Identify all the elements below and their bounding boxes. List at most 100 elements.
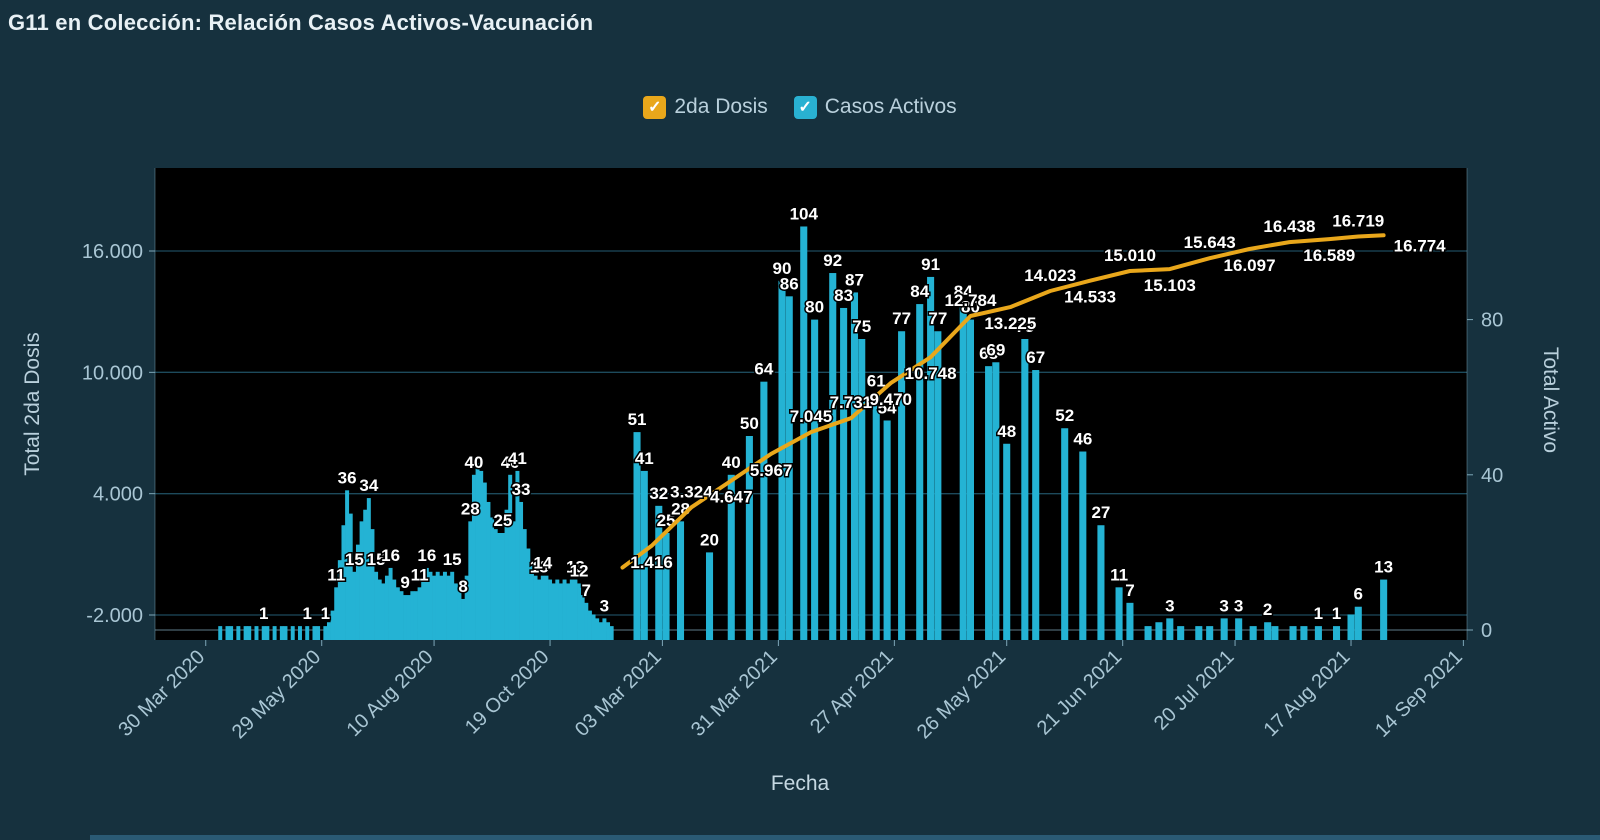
bar-casos-activos[interactable] bbox=[829, 273, 837, 640]
bar-casos-activos[interactable] bbox=[457, 591, 462, 640]
bar-casos-activos[interactable] bbox=[1206, 626, 1214, 640]
bar-casos-activos[interactable] bbox=[640, 470, 648, 640]
bar-casos-activos[interactable] bbox=[370, 529, 375, 640]
bar-casos-activos[interactable] bbox=[388, 567, 393, 640]
bar-casos-activos[interactable] bbox=[243, 626, 248, 640]
bar-casos-activos[interactable] bbox=[283, 626, 288, 640]
legend-checkbox[interactable]: ✓ bbox=[793, 95, 817, 119]
bar-casos-activos[interactable] bbox=[840, 307, 848, 640]
bar-casos-activos[interactable] bbox=[410, 591, 415, 640]
bar-casos-activos[interactable] bbox=[811, 319, 819, 640]
bar-casos-activos[interactable] bbox=[453, 583, 458, 640]
bar-casos-activos[interactable] bbox=[598, 622, 603, 640]
legend-item-2da-dosis[interactable]: ✓ 2da Dosis bbox=[643, 95, 768, 119]
bar-casos-activos[interactable] bbox=[272, 626, 277, 640]
bar-casos-activos[interactable] bbox=[471, 474, 476, 640]
bar-casos-activos[interactable] bbox=[229, 626, 234, 640]
bar-casos-activos[interactable] bbox=[1380, 579, 1388, 640]
bar-casos-activos[interactable] bbox=[428, 571, 433, 640]
bar-casos-activos[interactable] bbox=[540, 575, 545, 640]
bar-casos-activos[interactable] bbox=[464, 575, 469, 640]
bar-casos-activos[interactable] bbox=[1115, 587, 1123, 640]
bar-casos-activos[interactable] bbox=[569, 579, 574, 640]
bar-casos-activos[interactable] bbox=[417, 587, 422, 640]
bar-casos-activos[interactable] bbox=[676, 521, 685, 640]
data-zoom-scrollbar[interactable] bbox=[90, 835, 1600, 840]
bar-casos-activos[interactable] bbox=[330, 610, 335, 640]
bar-casos-activos[interactable] bbox=[1314, 626, 1322, 640]
bar-casos-activos[interactable] bbox=[1003, 443, 1011, 640]
bar-casos-activos[interactable] bbox=[1079, 451, 1087, 640]
bar-casos-activos[interactable] bbox=[566, 583, 571, 640]
bar-casos-activos[interactable] bbox=[858, 339, 866, 640]
bar-casos-activos[interactable] bbox=[254, 626, 259, 640]
bar-casos-activos[interactable] bbox=[1271, 626, 1279, 640]
bar-casos-activos[interactable] bbox=[544, 575, 549, 640]
bar-casos-activos[interactable] bbox=[490, 517, 495, 640]
bar-casos-activos[interactable] bbox=[785, 296, 793, 640]
bar-casos-activos[interactable] bbox=[439, 575, 444, 640]
bar-casos-activos[interactable] bbox=[992, 362, 1000, 640]
bar-casos-activos[interactable] bbox=[595, 618, 600, 640]
bar-casos-activos[interactable] bbox=[305, 626, 310, 640]
bar-casos-activos[interactable] bbox=[1166, 618, 1174, 640]
bar-casos-activos[interactable] bbox=[355, 544, 360, 640]
bar-casos-activos[interactable] bbox=[450, 571, 455, 640]
bar-casos-activos[interactable] bbox=[526, 548, 531, 640]
line-2da-dosis[interactable] bbox=[620, 233, 1386, 570]
bar-casos-activos[interactable] bbox=[432, 575, 437, 640]
bar-casos-activos[interactable] bbox=[413, 591, 418, 640]
bar-casos-activos[interactable] bbox=[345, 490, 350, 640]
bar-casos-activos[interactable] bbox=[392, 579, 397, 640]
bar-casos-activos[interactable] bbox=[374, 571, 379, 640]
bar-casos-activos[interactable] bbox=[334, 587, 339, 640]
legend-item-casos-activos[interactable]: ✓ Casos Activos bbox=[793, 95, 957, 119]
bar-casos-activos[interactable] bbox=[486, 501, 491, 640]
bar-casos-activos[interactable] bbox=[609, 626, 614, 640]
bar-casos-activos[interactable] bbox=[760, 381, 768, 640]
bar-casos-activos[interactable] bbox=[959, 304, 967, 640]
bar-casos-activos[interactable] bbox=[297, 626, 302, 640]
bar-casos-activos[interactable] bbox=[247, 626, 252, 640]
bar-casos-activos[interactable] bbox=[580, 595, 585, 640]
bar-casos-activos[interactable] bbox=[533, 575, 538, 640]
bar-casos-activos[interactable] bbox=[1144, 626, 1152, 640]
bar-casos-activos[interactable] bbox=[850, 292, 859, 640]
bar-casos-activos[interactable] bbox=[727, 474, 735, 640]
bar-casos-activos[interactable] bbox=[236, 626, 241, 640]
bar-casos-activos[interactable] bbox=[381, 583, 386, 640]
bar-casos-activos[interactable] bbox=[1195, 626, 1203, 640]
bar-casos-activos[interactable] bbox=[1249, 626, 1257, 640]
bar-casos-activos[interactable] bbox=[1177, 626, 1185, 640]
bar-casos-activos[interactable] bbox=[497, 533, 502, 640]
bar-casos-activos[interactable] bbox=[927, 276, 935, 640]
bar-casos-activos[interactable] bbox=[424, 567, 429, 640]
bar-casos-activos[interactable] bbox=[290, 626, 295, 640]
bar-casos-activos[interactable] bbox=[421, 579, 426, 640]
bar-casos-activos[interactable] bbox=[985, 366, 993, 640]
bar-casos-activos[interactable] bbox=[316, 626, 321, 640]
bar-casos-activos[interactable] bbox=[591, 614, 596, 640]
bar-casos-activos[interactable] bbox=[341, 525, 346, 640]
bar-casos-activos[interactable] bbox=[515, 470, 520, 640]
bar-casos-activos[interactable] bbox=[1289, 626, 1297, 640]
bar-casos-activos[interactable] bbox=[573, 579, 578, 640]
bar-casos-activos[interactable] bbox=[468, 521, 473, 640]
bar-casos-activos[interactable] bbox=[479, 470, 484, 640]
bar-casos-activos[interactable] bbox=[966, 319, 975, 640]
bar-casos-activos[interactable] bbox=[403, 595, 408, 640]
bar-casos-activos[interactable] bbox=[337, 560, 342, 640]
bar-casos-activos[interactable] bbox=[279, 626, 284, 640]
bar-casos-activos[interactable] bbox=[500, 533, 505, 640]
bar-casos-activos[interactable] bbox=[225, 626, 230, 640]
bar-casos-activos[interactable] bbox=[872, 393, 880, 640]
bar-casos-activos[interactable] bbox=[934, 331, 942, 640]
bar-casos-activos[interactable] bbox=[633, 432, 641, 640]
bar-casos-activos[interactable] bbox=[1155, 622, 1163, 640]
bar-casos-activos[interactable] bbox=[508, 474, 513, 640]
bar-casos-activos[interactable] bbox=[602, 618, 607, 640]
bar-casos-activos[interactable] bbox=[1332, 626, 1341, 640]
bar-casos-activos[interactable] bbox=[1354, 606, 1362, 640]
bar-casos-activos[interactable] bbox=[1220, 618, 1228, 640]
